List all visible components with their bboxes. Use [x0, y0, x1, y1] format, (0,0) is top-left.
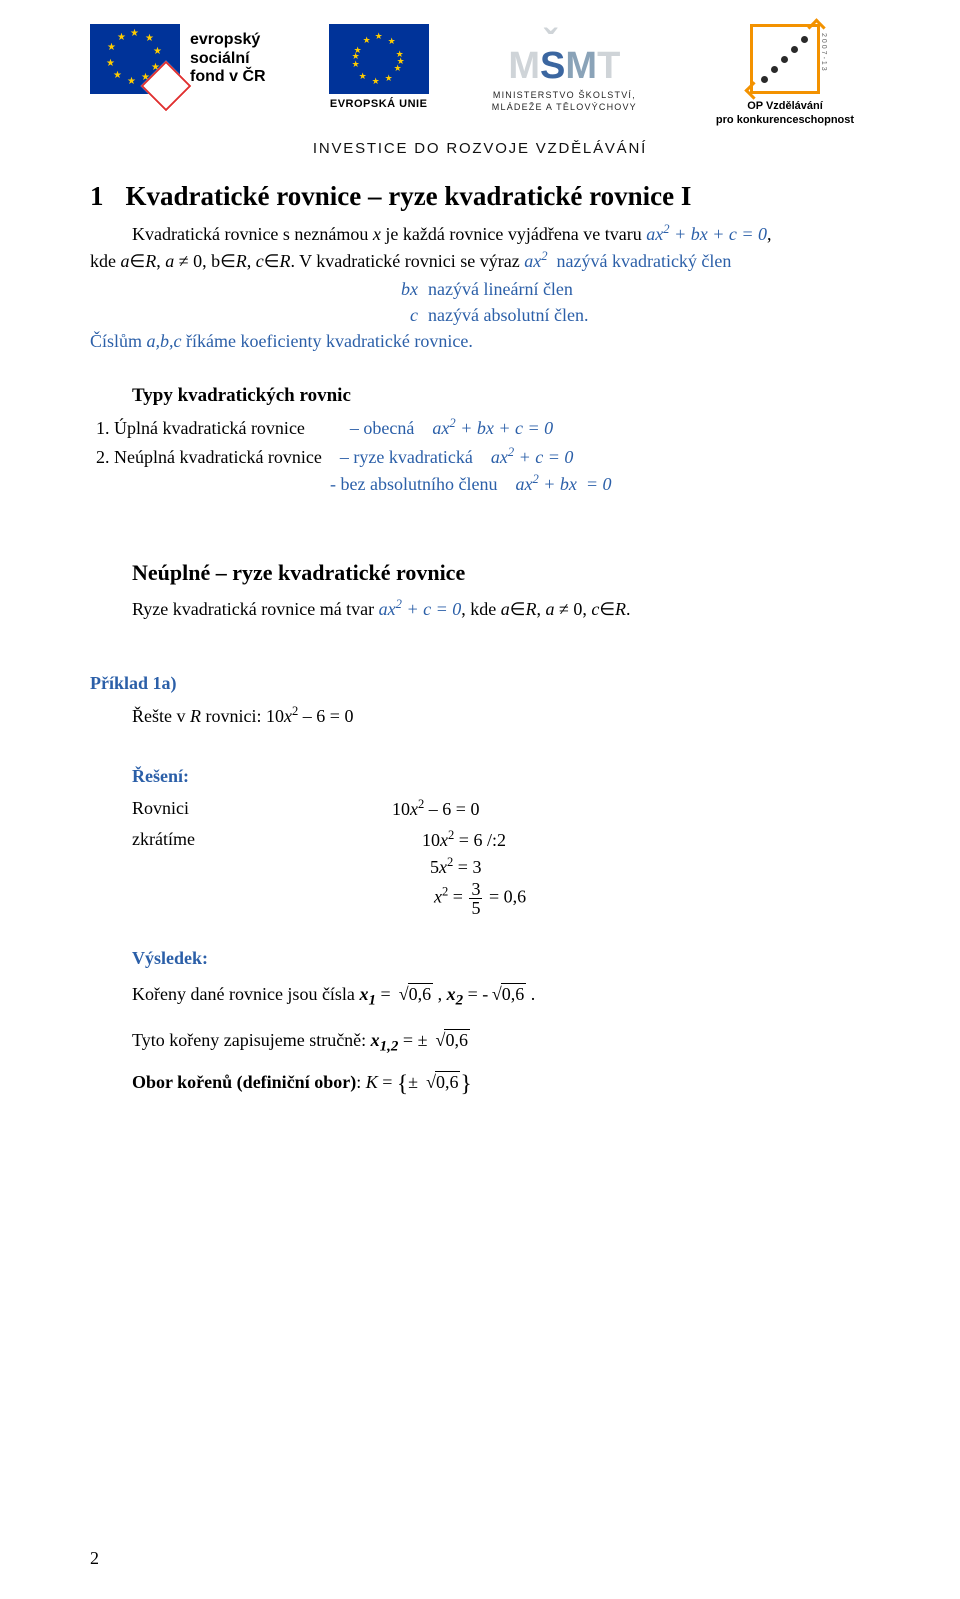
esf-text-3: fond v ČR: [190, 68, 266, 86]
types-heading: Typy kvadratických rovnic: [90, 382, 870, 410]
row-zkratime-r3: x2 = 35 = 0,6: [332, 880, 870, 917]
opvk-years: 2007-13: [820, 33, 827, 73]
title-num: 1: [90, 181, 104, 212]
esf-flag-icon: ★ ★ ★ ★ ★ ★ ★ ★ ★ ★: [90, 24, 180, 94]
opvk-line2: pro konkurenceschopnost: [716, 114, 854, 128]
type-full: Úplná kvadratická rovnice – obecná ax2 +…: [114, 414, 870, 441]
esf-text-2: sociální: [190, 50, 266, 68]
opvk-line1: OP Vzdělávání: [716, 100, 854, 114]
esf-logo: ★ ★ ★ ★ ★ ★ ★ ★ ★ ★ evropský sociální fo…: [90, 24, 266, 94]
title-text: Kvadratické rovnice – ryze kvadratické r…: [126, 181, 692, 212]
eu-label: EVROPSKÁ UNIE: [330, 98, 428, 110]
row-zkratime-r1: 10x2 = 6 /:2: [332, 826, 870, 853]
msmt-logo: MSMT MINISTERSTVO ŠKOLSTVÍ, MLÁDEŽE A TĚ…: [492, 24, 637, 113]
result-label: Výsledek:: [90, 945, 870, 971]
row-rovnici-r: 10x2 – 6 = 0: [332, 795, 870, 822]
solution-label: Řešení:: [90, 763, 870, 789]
example-task: Řešte v R rovnici: 10x2 – 6 = 0: [90, 702, 870, 729]
short-line: Tyto kořeny zapisujeme stručně: x1,2 = ±…: [90, 1027, 870, 1058]
funding-header: ★ ★ ★ ★ ★ ★ ★ ★ ★ ★ evropský sociální fo…: [90, 24, 870, 128]
type-incomplete: Neúplná kvadratická rovnice – ryze kvadr…: [114, 443, 870, 497]
domain-line: Obor kořenů (definiční obor): K = {± 0,6…: [90, 1068, 870, 1102]
coef-line: Číslům a,b,c říkáme koeficienty kvadrati…: [90, 328, 870, 354]
eu-flag-icon: ★ ★ ★ ★ ★ ★ ★ ★ ★ ★ ★ ★: [329, 24, 429, 94]
term-c: c nazývá absolutní člen.: [132, 302, 870, 328]
example-label: Příklad 1a): [90, 670, 870, 696]
row-zkratime-r2: 5x2 = 3: [332, 853, 870, 880]
intro-para: Kvadratická rovnice s neznámou x je každ…: [90, 220, 870, 247]
page-title: 1 Kvadratické rovnice – ryze kvadratické…: [90, 181, 870, 212]
incomplete-def: Ryze kvadratická rovnice má tvar ax2 + c…: [90, 595, 870, 622]
term-bx: bx nazývá lineární člen: [132, 276, 870, 302]
intro-cond-line: kde a∈R, a ≠ 0, b∈R, c∈R. V kvadratické …: [90, 247, 870, 274]
investice-banner: INVESTICE DO ROZVOJE VZDĚLÁVÁNÍ: [90, 140, 870, 157]
esf-text-1: evropský: [190, 31, 266, 49]
page-number: 2: [90, 1548, 99, 1569]
msmt-line2: MLÁDEŽE A TĚLOVÝCHOVY: [492, 102, 637, 114]
incomplete-heading: Neúplné – ryze kvadratické rovnice: [90, 557, 870, 589]
roots-line: Kořeny dané rovnice jsou čísla x1 = 0,6 …: [90, 981, 870, 1012]
row-rovnici-l: Rovnici: [132, 795, 332, 822]
msmt-line1: MINISTERSTVO ŠKOLSTVÍ,: [492, 90, 637, 102]
row-zkratime-l: zkrátíme: [132, 826, 332, 917]
eu-logo: ★ ★ ★ ★ ★ ★ ★ ★ ★ ★ ★ ★ EVROPSKÁ UNIE: [329, 24, 429, 110]
opvk-logo: 2007-13 OP Vzdělávání pro konkurencescho…: [700, 24, 870, 128]
